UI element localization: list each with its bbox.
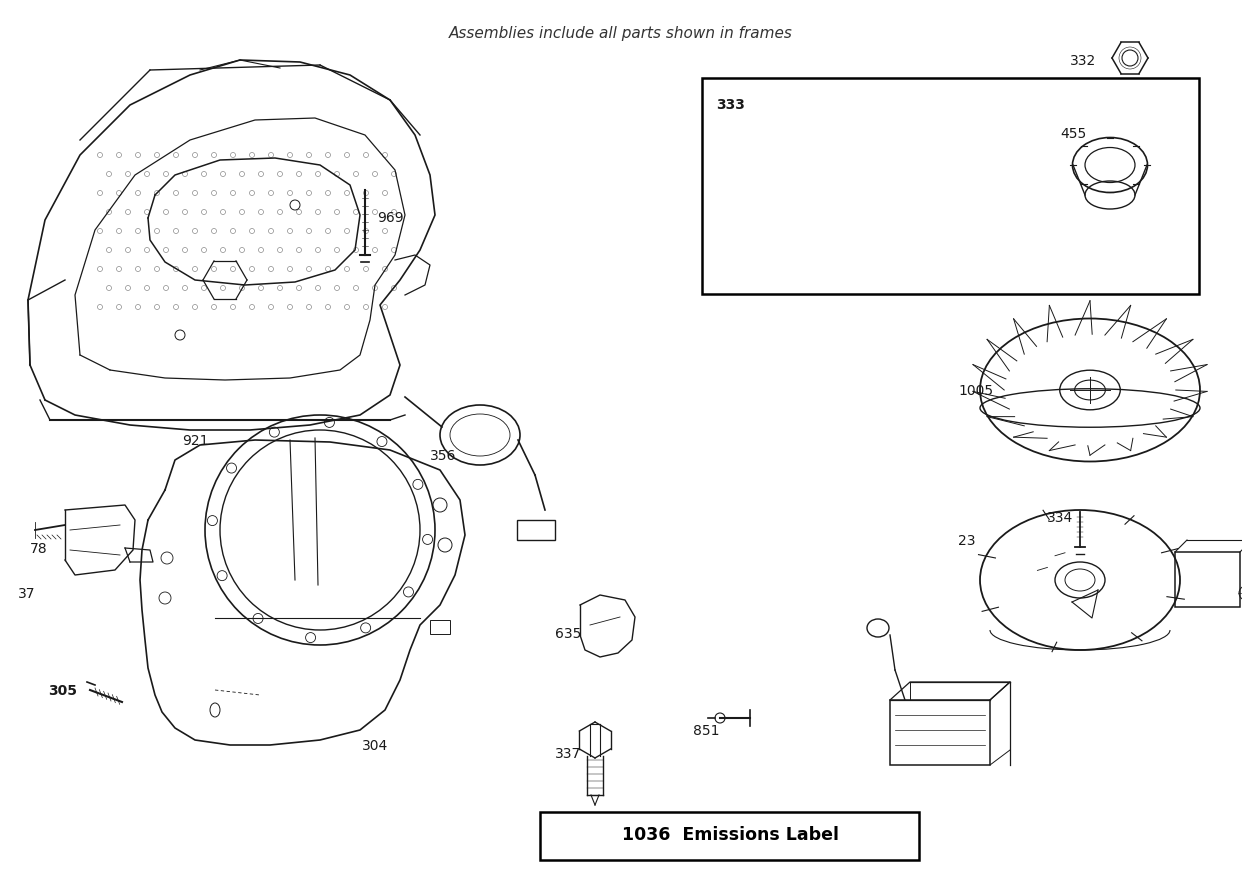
Text: 332: 332 <box>1071 54 1097 68</box>
Text: 356: 356 <box>430 449 456 463</box>
Bar <box>517 520 555 540</box>
Text: 969: 969 <box>378 211 404 225</box>
Bar <box>430 620 450 634</box>
Bar <box>702 78 1199 294</box>
Text: 333: 333 <box>715 98 745 111</box>
Text: 851: 851 <box>693 724 719 738</box>
Text: 37: 37 <box>17 587 36 601</box>
Text: Assemblies include all parts shown in frames: Assemblies include all parts shown in fr… <box>450 27 792 41</box>
Bar <box>540 812 919 860</box>
Text: 334: 334 <box>1047 511 1073 525</box>
Text: 304: 304 <box>361 739 389 753</box>
Text: 305: 305 <box>48 684 77 698</box>
Text: 78: 78 <box>30 542 47 556</box>
Text: 1036  Emissions Label: 1036 Emissions Label <box>622 827 838 844</box>
Text: 337: 337 <box>555 747 581 761</box>
Text: 23: 23 <box>958 534 975 548</box>
Text: 921: 921 <box>181 434 209 448</box>
Text: 1005: 1005 <box>958 384 994 398</box>
Text: 455: 455 <box>1059 127 1087 141</box>
Text: 635: 635 <box>555 627 581 641</box>
Bar <box>1175 552 1240 607</box>
Bar <box>891 700 990 765</box>
